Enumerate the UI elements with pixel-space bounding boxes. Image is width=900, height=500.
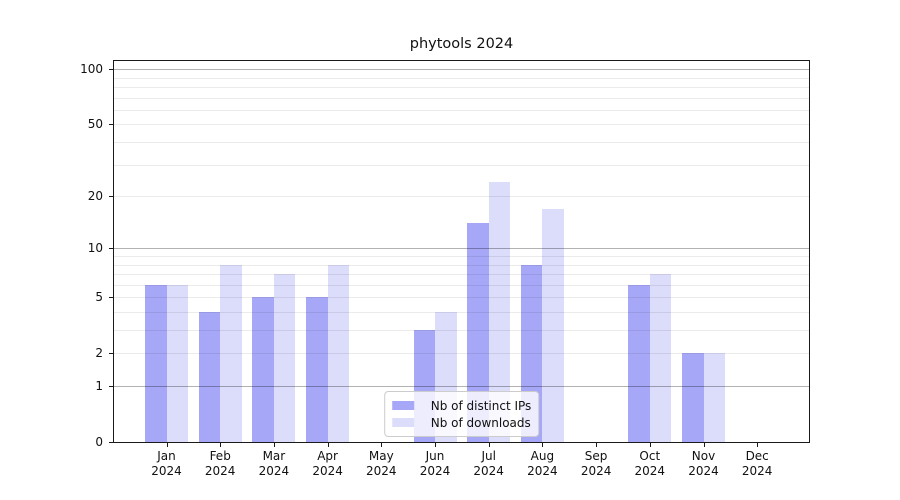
legend: Nb of distinct IPs Nb of downloads: [383, 391, 540, 437]
gridline-minor-80: [114, 87, 809, 88]
y-tick-mark-2: [109, 353, 113, 355]
bar-downloads-feb: [220, 264, 242, 442]
bar-ips-feb: [198, 312, 221, 442]
bar-ips-jan: [145, 284, 167, 442]
gridline-minor-2: [114, 353, 809, 355]
y-tick-label-100: 100: [80, 62, 103, 77]
x-tick-label-mar: Mar 2024: [258, 449, 290, 478]
y-tick-label-1: 1: [95, 379, 103, 393]
bar-downloads-aug: [542, 208, 564, 442]
bar-downloads-jul: [488, 182, 511, 442]
x-tick-mark-apr: [327, 443, 329, 447]
legend-swatch-downloads: [391, 418, 414, 427]
plot-area: Nb of distinct IPs Nb of downloads: [113, 60, 810, 443]
gridline-minor-70: [114, 97, 809, 99]
x-tick-mark-oct: [649, 443, 651, 447]
legend-row-distinct-ips: Nb of distinct IPs: [391, 397, 532, 414]
gridline-minor-3: [114, 330, 809, 331]
y-tick-mark-1: [109, 386, 113, 387]
gridline-minor-7: [114, 274, 809, 275]
x-tick-mark-feb: [220, 443, 222, 447]
gridline-minor-90: [114, 77, 809, 79]
x-tick-label-jan: Jan 2024: [151, 449, 182, 478]
x-tick-mark-may: [381, 443, 383, 447]
x-tick-label-oct: Oct 2024: [634, 449, 666, 478]
x-tick-label-jul: Jul 2024: [473, 449, 504, 478]
gridline-major-1: [114, 386, 809, 387]
chart-title: phytools 2024: [409, 36, 514, 52]
y-tick-mark-10: [109, 248, 113, 250]
y-tick-label-2: 2: [95, 346, 103, 361]
bar-downloads-oct: [649, 274, 672, 442]
bar-ips-jul: [467, 223, 489, 442]
bar-ips-oct: [628, 284, 650, 442]
gridline-major-100: [114, 69, 809, 71]
y-tick-label-10: 10: [87, 241, 103, 256]
legend-row-downloads: Nb of downloads: [391, 414, 532, 431]
x-tick-mark-dec: [757, 443, 759, 447]
y-tick-mark-100: [109, 69, 113, 71]
gridline-minor-4: [114, 312, 809, 313]
gridline-major-10: [114, 248, 809, 250]
x-tick-label-nov: Nov 2024: [688, 449, 719, 478]
gridline-minor-50: [114, 124, 809, 126]
x-tick-mark-aug: [542, 443, 544, 447]
y-tick-mark-50: [109, 124, 113, 126]
gridline-minor-6: [114, 284, 809, 286]
x-tick-label-aug: Aug 2024: [527, 449, 558, 478]
y-tick-mark-0: [109, 442, 113, 443]
y-tick-label-20: 20: [87, 189, 103, 204]
y-tick-label-5: 5: [95, 290, 103, 305]
gridline-minor-8: [114, 264, 809, 266]
x-tick-mark-nov: [703, 443, 705, 447]
bar-downloads-apr: [327, 264, 350, 442]
bar-ips-mar: [252, 297, 274, 442]
x-tick-mark-jun: [435, 443, 436, 447]
y-tick-mark-20: [109, 196, 113, 198]
y-tick-mark-5: [109, 297, 113, 299]
x-tick-label-feb: Feb 2024: [204, 449, 236, 478]
bar-downloads-jan: [166, 284, 188, 442]
x-tick-label-apr: Apr 2024: [312, 449, 343, 478]
gridline-minor-20: [114, 196, 809, 198]
gridline-minor-40: [114, 142, 809, 143]
x-tick-label-dec: Dec 2024: [741, 449, 773, 478]
bar-downloads-nov: [703, 353, 725, 442]
x-tick-mark-jul: [488, 443, 490, 447]
gridline-minor-60: [114, 109, 809, 111]
gridline-minor-30: [114, 164, 809, 166]
y-tick-label-0: 0: [95, 435, 103, 449]
x-tick-mark-jan: [166, 443, 168, 447]
y-tick-label-50: 50: [87, 117, 103, 132]
x-tick-label-sep: Sep 2024: [580, 449, 612, 478]
x-tick-label-jun: Jun 2024: [419, 449, 451, 478]
bar-ips-apr: [306, 297, 328, 442]
bar-downloads-mar: [273, 274, 296, 442]
bar-ips-nov: [682, 353, 704, 442]
gridline-minor-9: [114, 256, 809, 257]
x-tick-mark-mar: [273, 443, 275, 447]
gridline-minor-5: [114, 297, 809, 299]
legend-label-downloads: Nb of downloads: [430, 415, 531, 430]
x-tick-label-may: May 2024: [366, 449, 397, 478]
x-tick-mark-sep: [596, 443, 598, 447]
legend-swatch-distinct-ips: [391, 401, 414, 410]
legend-label-distinct-ips: Nb of distinct IPs: [430, 398, 532, 413]
